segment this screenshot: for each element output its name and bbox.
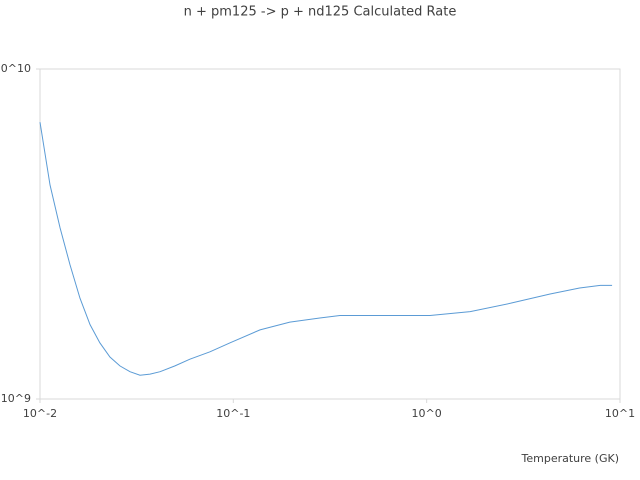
data-line [39,122,613,376]
x-tick-label: 10^1 [605,407,635,420]
x-tick-label: 10^0 [412,407,442,420]
y-tick-label: 10^9 [1,392,31,405]
x-tick-label: 10^-2 [23,407,57,420]
plot-border [39,68,621,400]
x-tick-label: 10^-1 [216,407,250,420]
x-axis-label: Temperature (GK) [521,452,620,465]
y-tick-label: 10^10 [0,62,31,75]
chart-title: n + pm125 -> p + nd125 Calculated Rate [184,5,457,20]
